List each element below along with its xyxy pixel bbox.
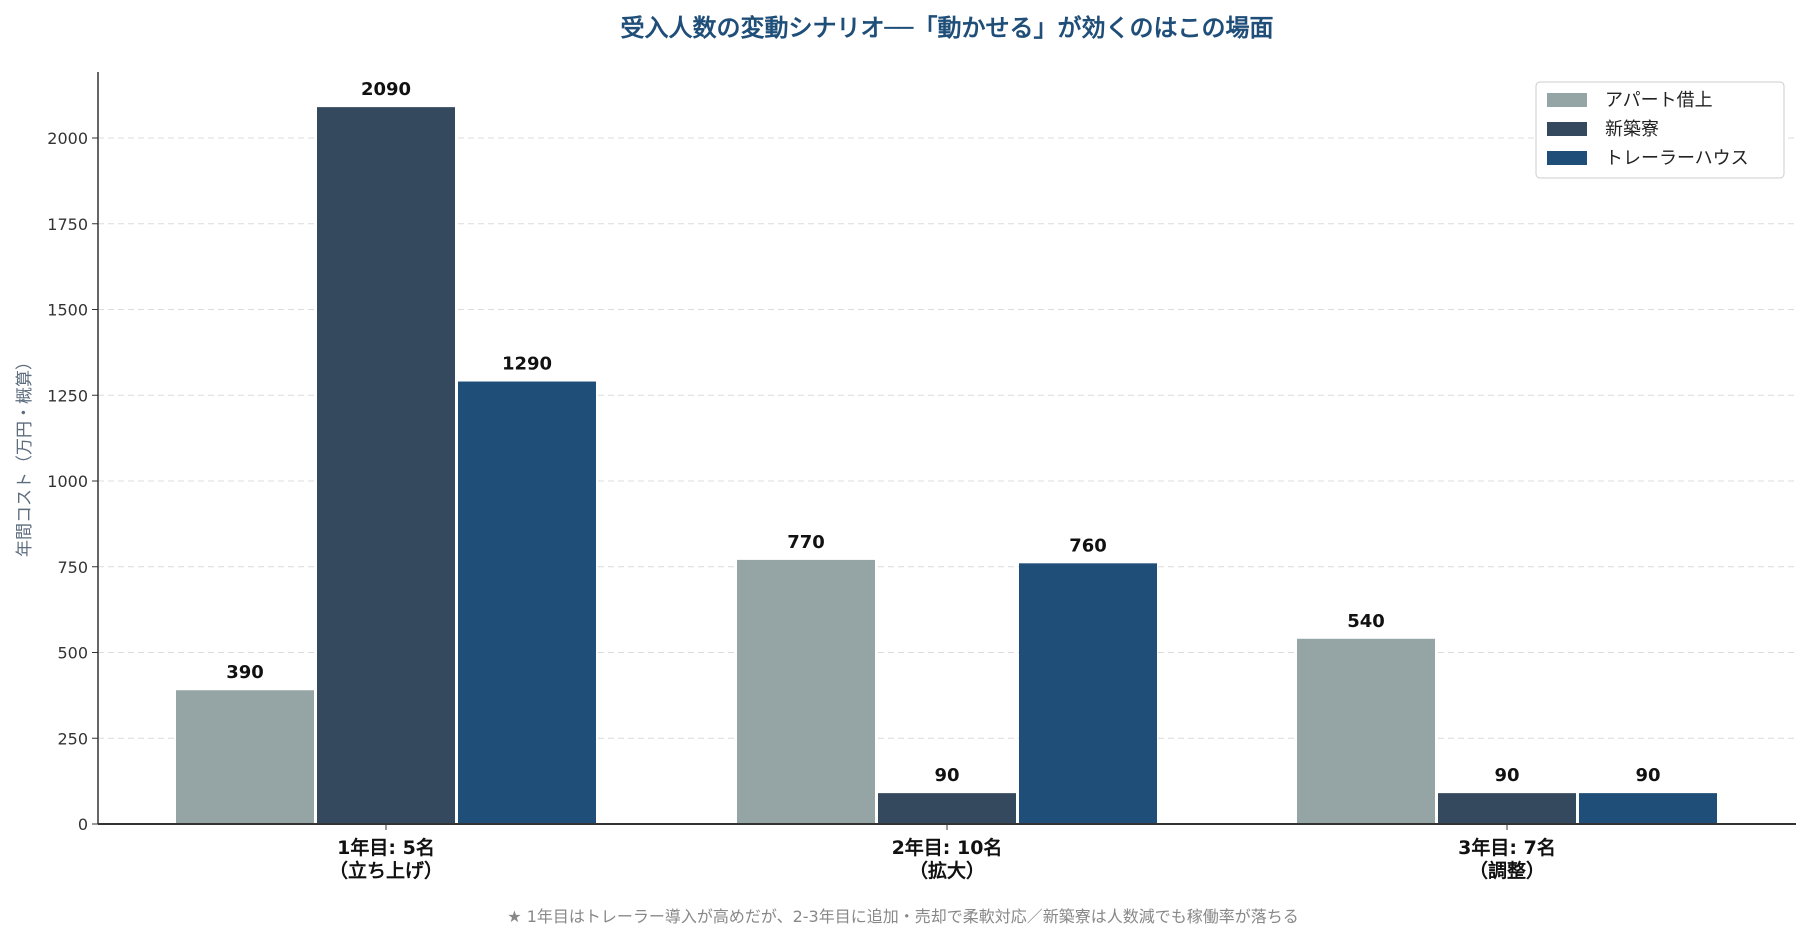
- x-tick-label: 3年目: 7名: [1458, 836, 1556, 859]
- data-label: 760: [1069, 535, 1107, 556]
- data-label: 90: [1635, 765, 1660, 786]
- data-label: 1290: [502, 354, 552, 375]
- data-label: 90: [1494, 765, 1519, 786]
- data-label: 2090: [361, 79, 411, 100]
- y-tick-label: 1500: [47, 301, 88, 320]
- y-tick-label: 1750: [47, 215, 88, 234]
- bar: [317, 107, 455, 824]
- x-tick-label: 1年目: 5名: [337, 836, 435, 859]
- bar: [737, 559, 875, 824]
- x-tick-label: （立ち上げ）: [329, 859, 443, 882]
- y-tick-label: 2000: [47, 129, 88, 148]
- bar: [458, 381, 596, 824]
- y-tick-label: 1000: [47, 472, 88, 491]
- bar: [878, 793, 1016, 824]
- legend-label: アパート借上: [1605, 90, 1713, 111]
- legend-swatch: [1547, 93, 1587, 107]
- data-label: 390: [226, 662, 264, 683]
- legend-swatch: [1547, 122, 1587, 136]
- chart-title: 受入人数の変動シナリオ──「動かせる」が効くのはこの場面: [621, 14, 1274, 42]
- legend-box: [1535, 81, 1785, 179]
- y-axis-label: 年間コスト（万円・概算）: [15, 353, 35, 557]
- data-label: 770: [787, 532, 825, 553]
- legend-label: 新築寮: [1605, 119, 1659, 140]
- y-tick-label: 500: [57, 644, 88, 663]
- y-tick-label: 250: [57, 729, 88, 748]
- y-tick-label: 750: [57, 558, 88, 577]
- bar: [1019, 563, 1157, 824]
- legend-swatch: [1547, 151, 1587, 165]
- y-tick-label: 0: [78, 815, 88, 834]
- footnote: ★ 1年目はトレーラー導入が高めだが、2-3年目に追加・売却で柔軟対応／新築寮は…: [507, 907, 1298, 926]
- bar: [176, 690, 314, 824]
- y-tick-label: 1250: [47, 386, 88, 405]
- x-axis: 1年目: 5名（立ち上げ） 2年目: 10名（拡大） 3年目: 7名（調整）: [98, 823, 1796, 882]
- bars: 390 770 540 2090 90 90 1290 760 90: [176, 79, 1717, 824]
- x-tick-label: 2年目: 10名: [892, 836, 1003, 859]
- x-tick-label: （拡大）: [909, 859, 985, 882]
- bar: [1438, 793, 1576, 824]
- legend-label: トレーラーハウス: [1605, 148, 1749, 169]
- data-label: 540: [1347, 611, 1385, 632]
- data-label: 90: [934, 765, 959, 786]
- x-tick-label: （調整）: [1469, 859, 1545, 882]
- y-axis: 0 250 500 750 1000 1250 1500 1750 2000: [47, 72, 99, 834]
- bar: [1579, 793, 1717, 824]
- bar: [1297, 638, 1435, 824]
